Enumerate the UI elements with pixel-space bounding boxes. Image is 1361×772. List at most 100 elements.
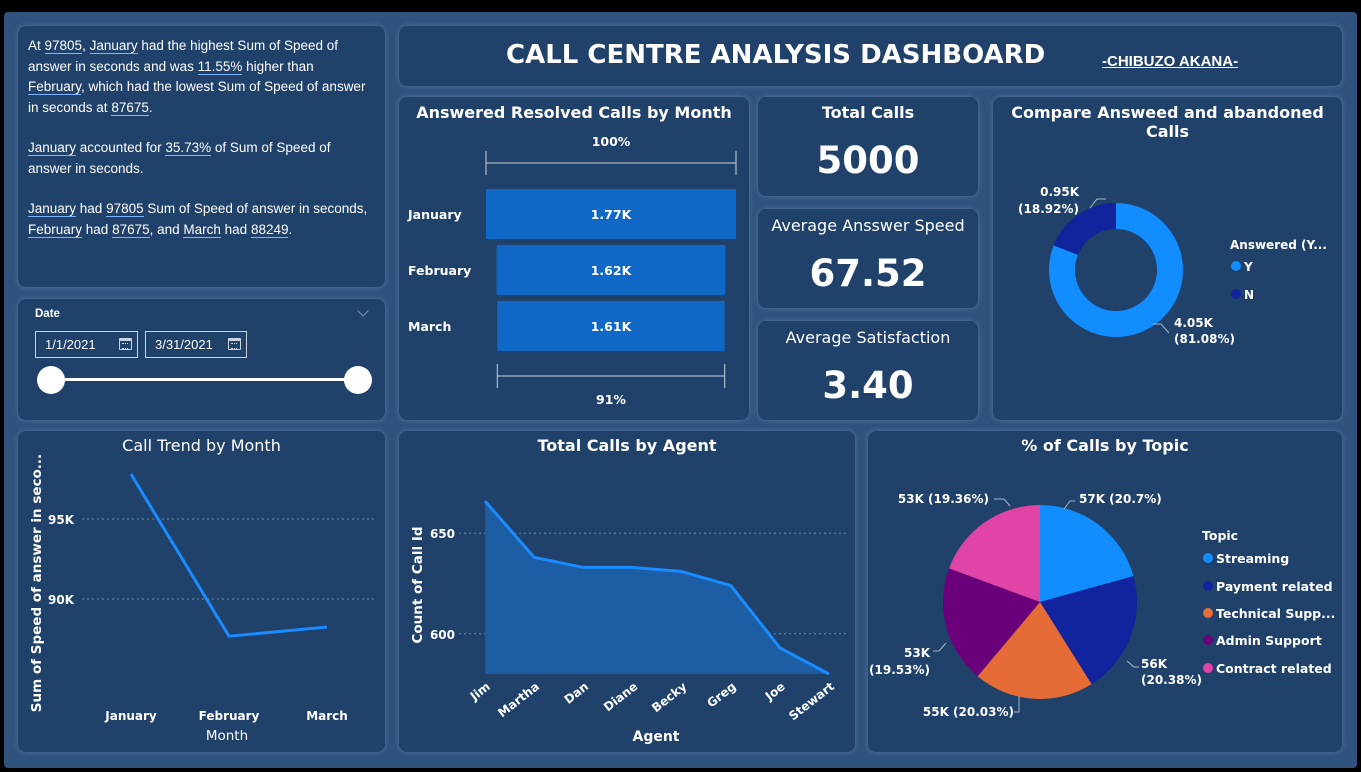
date-slicer-label: Date bbox=[35, 308, 60, 320]
pie-leader-line bbox=[933, 642, 947, 652]
pie-legend-label: Admin Support bbox=[1216, 633, 1322, 648]
legend-marker-n bbox=[1231, 289, 1241, 299]
avg-speed-label: Average Ansswer Speed bbox=[771, 216, 965, 235]
x-tick-label: March bbox=[306, 709, 348, 723]
y-tick-label: 600 bbox=[430, 628, 455, 642]
header-card: CALL CENTRE ANALYSIS DASHBOARD -CHIBUZO … bbox=[399, 26, 1342, 86]
agent-calls-title: Total Calls by Agent bbox=[537, 436, 717, 455]
topic-calls-title: % of Calls by Topic bbox=[1021, 436, 1189, 455]
call-trend-title: Call Trend by Month bbox=[122, 436, 281, 455]
compare-calls-donut-chart: 4.05K (81.08%) 0.95K (18.92%) Answered (Y...… bbox=[1018, 185, 1327, 346]
funnel-data-label: 1.62K bbox=[591, 263, 633, 278]
pie-legend-title: Topic bbox=[1202, 528, 1238, 543]
start-date-input[interactable]: 1/1/2021 bbox=[35, 331, 138, 358]
page-title: CALL CENTRE ANALYSIS DASHBOARD bbox=[506, 40, 1046, 70]
avg-satisfaction-label: Average Satisfaction bbox=[785, 328, 951, 347]
end-date-value: 3/31/2021 bbox=[155, 337, 213, 352]
pie-data-label: (20.38%) bbox=[1141, 673, 1202, 687]
donut-legend-label: Y bbox=[1243, 260, 1253, 274]
call-trend-line-chart: 90K 95K January February March Month Sum of Sp… bbox=[29, 454, 376, 744]
resolved-calls-funnel-chart: 100% 1.77K January 1.62K February 1.61K March 9… bbox=[407, 134, 737, 407]
narrative-text: . bbox=[148, 99, 153, 115]
pie-legend-label: Streaming bbox=[1216, 551, 1289, 566]
narrative-value: 11.55% bbox=[197, 58, 243, 75]
legend-marker bbox=[1203, 581, 1213, 591]
resolved-calls-card: Answered Resolved Calls by Month 100% 1.7… bbox=[399, 97, 749, 420]
narrative-paragraph-3: January had 97805 Sum of Speed of answer… bbox=[28, 199, 373, 240]
narrative-text: accounted for bbox=[76, 140, 166, 155]
narrative-value: 35.73% bbox=[165, 140, 212, 156]
donut-legend-label: N bbox=[1244, 288, 1254, 302]
funnel-bar bbox=[497, 301, 725, 351]
narrative-value: February bbox=[28, 79, 82, 95]
calendar-icon[interactable] bbox=[228, 338, 241, 350]
narrative-value: March bbox=[183, 221, 221, 238]
pie-leader-line bbox=[1126, 660, 1139, 668]
trend-series-line bbox=[129, 473, 328, 638]
topic-calls-card: % of Calls by Topic 57K (20.7%) 56K (20.38… bbox=[868, 431, 1342, 752]
x-tick-label: Martha bbox=[495, 679, 542, 720]
pie-legend-label: Payment related bbox=[1216, 579, 1333, 594]
date-slicer-card: Date 1/1/2021 3/31/2021 bbox=[18, 299, 385, 420]
narrative-text: had bbox=[76, 201, 107, 216]
pie-leader-line bbox=[994, 498, 1011, 507]
legend-marker bbox=[1203, 608, 1213, 618]
total-calls-value: 5000 bbox=[816, 139, 920, 182]
pie-leader-line bbox=[1014, 696, 1020, 713]
funnel-bottom-percent: 91% bbox=[596, 392, 626, 407]
author-link[interactable]: -CHIBUZO AKANA- bbox=[1102, 53, 1239, 70]
y-tick-label: 95K bbox=[48, 513, 75, 527]
funnel-category-label: January bbox=[407, 207, 462, 222]
pie-slice bbox=[1040, 576, 1137, 685]
avg-speed-value: 67.52 bbox=[809, 252, 927, 295]
date-range-end-handle[interactable] bbox=[344, 366, 372, 394]
donut-slice bbox=[1053, 203, 1116, 255]
end-date-input[interactable]: 3/31/2021 bbox=[145, 331, 247, 358]
narrative-value: 87675 bbox=[111, 99, 149, 116]
legend-marker-y bbox=[1231, 261, 1241, 271]
narrative-value: February bbox=[28, 221, 83, 238]
x-axis-title: Agent bbox=[632, 729, 679, 745]
y-tick-label: 90K bbox=[48, 593, 75, 607]
date-range-start-handle[interactable] bbox=[37, 366, 65, 394]
compare-calls-title: Compare Answeed and abandoned Calls bbox=[1011, 103, 1324, 141]
pie-leader-line bbox=[1063, 500, 1075, 510]
pie-data-label: (19.53%) bbox=[869, 663, 930, 677]
narrative-text: , bbox=[82, 38, 90, 53]
pie-data-label: 53K (19.36%) bbox=[898, 492, 989, 506]
agent-calls-area-chart: 600 650 Jim Martha Dan Diane Becky Greg JoeStewa… bbox=[410, 500, 849, 745]
narrative-text: had bbox=[82, 221, 113, 237]
pie-slice bbox=[943, 568, 1040, 677]
narrative-value: 97805 bbox=[44, 38, 83, 54]
date-range-track[interactable] bbox=[50, 378, 358, 381]
topic-calls-pie-chart: 57K (20.7%) 56K (20.38%) 55K (20.03%) 53K (19… bbox=[869, 492, 1335, 719]
x-tick-label: Diane bbox=[601, 679, 640, 714]
pie-legend-label: Contract related bbox=[1216, 661, 1332, 676]
y-tick-label: 650 bbox=[430, 527, 455, 541]
x-tick-label: Joe bbox=[762, 679, 788, 703]
funnel-bar bbox=[496, 245, 726, 295]
funnel-bar bbox=[486, 189, 736, 239]
x-tick-label: Jim bbox=[467, 679, 493, 704]
agent-calls-card: Total Calls by Agent 600 650 Jim Martha Dan D… bbox=[399, 431, 855, 752]
agent-area-fill bbox=[485, 501, 829, 674]
narrative-value: 87675 bbox=[112, 221, 150, 238]
calendar-icon[interactable] bbox=[119, 338, 132, 350]
x-tick-label: Greg bbox=[704, 679, 738, 710]
narrative-text: Sum of Speed of answer in seconds, bbox=[143, 201, 368, 216]
pie-data-label: 56K bbox=[1141, 657, 1168, 671]
call-trend-card: Call Trend by Month 90K 95K January Februar… bbox=[18, 431, 385, 752]
narrative-text: , and bbox=[149, 221, 184, 237]
x-axis-title: Month bbox=[206, 728, 248, 744]
donut-leader-line bbox=[1153, 323, 1170, 334]
y-axis-title: Sum of Speed of answer in seco... bbox=[29, 454, 45, 712]
smart-narrative-card: At 97805, January had the highest Sum of… bbox=[18, 26, 385, 287]
start-date-value: 1/1/2021 bbox=[45, 337, 96, 352]
chevron-down-icon[interactable] bbox=[357, 305, 369, 317]
narrative-value: 97805 bbox=[106, 201, 144, 217]
donut-data-label: 4.05K bbox=[1174, 316, 1214, 330]
pie-legend-label: Technical Supp... bbox=[1216, 606, 1335, 621]
narrative-value: 88249 bbox=[250, 221, 289, 238]
donut-slice bbox=[1049, 203, 1183, 337]
smart-narrative-text: At 97805, January had the highest Sum of… bbox=[28, 36, 373, 260]
